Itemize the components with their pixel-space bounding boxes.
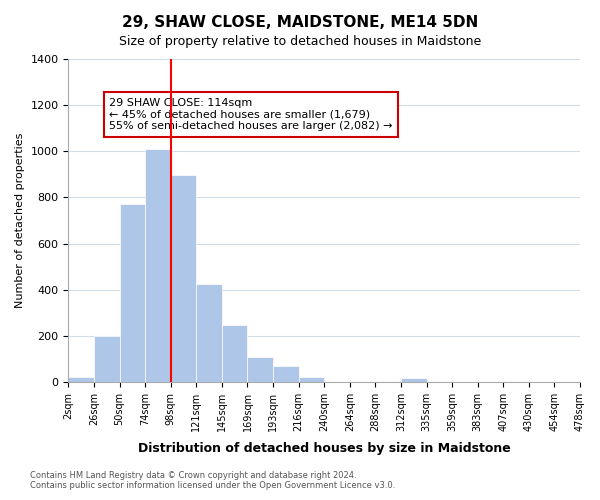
Bar	[94, 336, 119, 382]
Bar	[196, 284, 222, 382]
Bar	[401, 378, 427, 382]
X-axis label: Distribution of detached houses by size in Maidstone: Distribution of detached houses by size …	[138, 442, 511, 455]
Text: Contains HM Land Registry data © Crown copyright and database right 2024.
Contai: Contains HM Land Registry data © Crown c…	[30, 470, 395, 490]
Bar	[119, 204, 145, 382]
Bar	[145, 149, 171, 382]
Bar	[273, 366, 299, 382]
Text: 29, SHAW CLOSE, MAIDSTONE, ME14 5DN: 29, SHAW CLOSE, MAIDSTONE, ME14 5DN	[122, 15, 478, 30]
Text: Size of property relative to detached houses in Maidstone: Size of property relative to detached ho…	[119, 35, 481, 48]
Text: 29 SHAW CLOSE: 114sqm
← 45% of detached houses are smaller (1,679)
55% of semi-d: 29 SHAW CLOSE: 114sqm ← 45% of detached …	[109, 98, 393, 131]
Bar	[247, 356, 273, 382]
Bar	[171, 176, 196, 382]
Bar	[299, 378, 324, 382]
Bar	[68, 378, 94, 382]
Bar	[222, 326, 247, 382]
Y-axis label: Number of detached properties: Number of detached properties	[15, 133, 25, 308]
